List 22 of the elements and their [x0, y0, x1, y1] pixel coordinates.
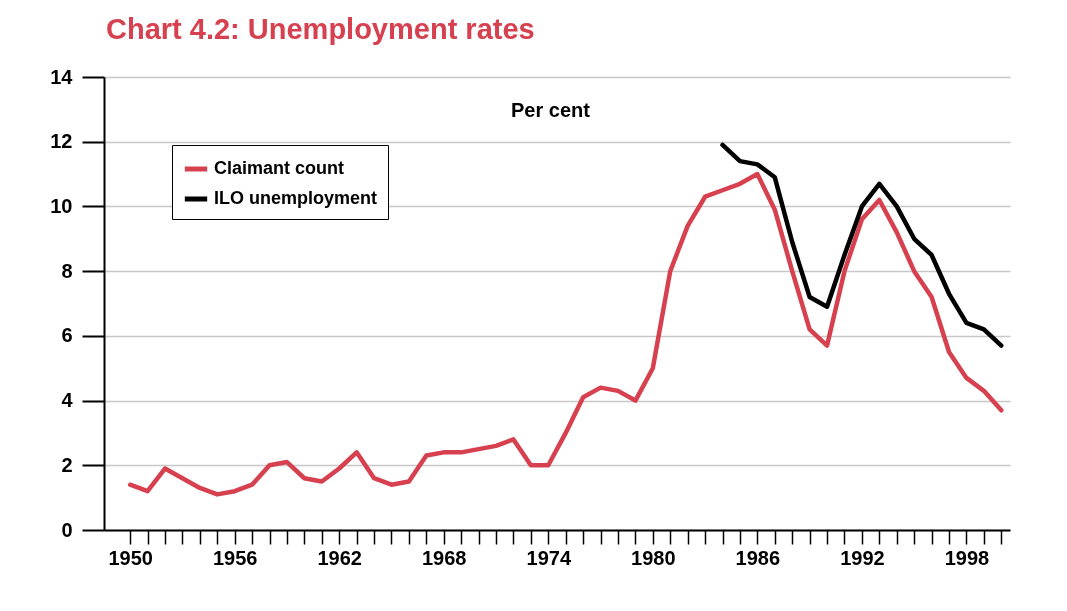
x-tick-label: 1956 — [212, 546, 258, 569]
y-tick-label: 0 — [61, 518, 73, 541]
y-tick-label: 8 — [61, 259, 73, 282]
y-tick-label: 6 — [61, 324, 73, 347]
legend-label: Claimant count — [214, 158, 345, 178]
y-tick-label: 4 — [61, 389, 74, 412]
x-tick-label: 1974 — [526, 546, 572, 569]
line-series — [720, 142, 1004, 348]
legend-label: ILO unemployment — [214, 188, 378, 208]
y-axis-title: Per cent — [511, 98, 591, 121]
x-tick-label: 1992 — [840, 546, 885, 569]
chart-title: Chart 4.2: Unemployment rates — [106, 13, 535, 45]
y-tick-label: 10 — [50, 194, 73, 217]
x-tick-label: 1980 — [631, 546, 676, 569]
x-tick-label: 1950 — [108, 546, 153, 569]
y-tick-label: 14 — [50, 65, 74, 88]
x-tick-label: 1962 — [317, 546, 362, 569]
x-tick-label: 1968 — [422, 546, 467, 569]
y-tick-label: 12 — [50, 130, 73, 153]
x-tick-label: 1986 — [735, 546, 781, 569]
x-tick-label: 1998 — [944, 546, 990, 569]
y-tick-label: 2 — [61, 453, 73, 476]
